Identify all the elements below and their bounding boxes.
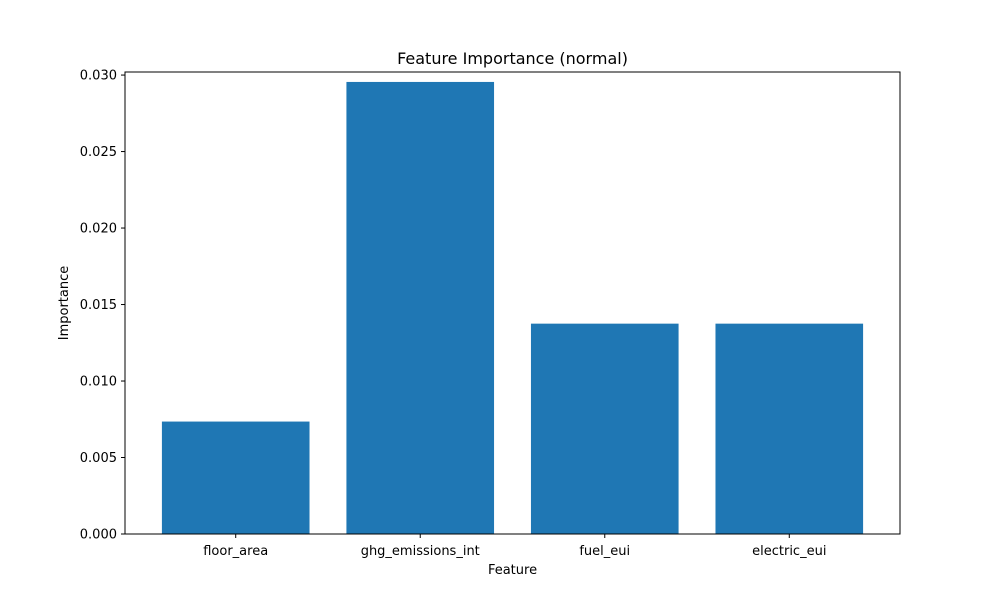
y-tick-label: 0.025 <box>80 145 117 160</box>
x-tick-label: electric_eui <box>752 544 826 559</box>
y-tick-label: 0.030 <box>80 69 117 84</box>
y-tick-label: 0.015 <box>80 298 117 313</box>
x-axis-ticks: floor_area ghg_emissions_int fuel_eui elect… <box>203 534 826 559</box>
plot-frame <box>124 71 901 535</box>
y-tick-label: 0.010 <box>80 375 117 390</box>
x-tick-label: ghg_emissions_int <box>361 544 480 559</box>
chart-title: Feature Importance (normal) <box>397 49 628 68</box>
bar-fuel-eui <box>530 323 679 534</box>
x-axis-label: Feature <box>488 563 537 578</box>
bars-group <box>161 81 864 534</box>
x-tick-label: fuel_eui <box>579 544 630 559</box>
bar-electric-eui <box>715 323 864 534</box>
y-axis-ticks: 0.000 0.005 0.010 0.015 0.020 0.025 0.030 <box>80 69 125 543</box>
y-tick-label: 0.020 <box>80 222 117 237</box>
y-axis-label: Importance <box>57 266 72 341</box>
bar-floor-area <box>161 421 310 534</box>
bar-ghg-emissions-int <box>346 81 495 534</box>
y-tick-label: 0.005 <box>80 451 117 466</box>
x-tick-label: floor_area <box>203 544 268 559</box>
y-tick-label: 0.000 <box>80 528 117 543</box>
